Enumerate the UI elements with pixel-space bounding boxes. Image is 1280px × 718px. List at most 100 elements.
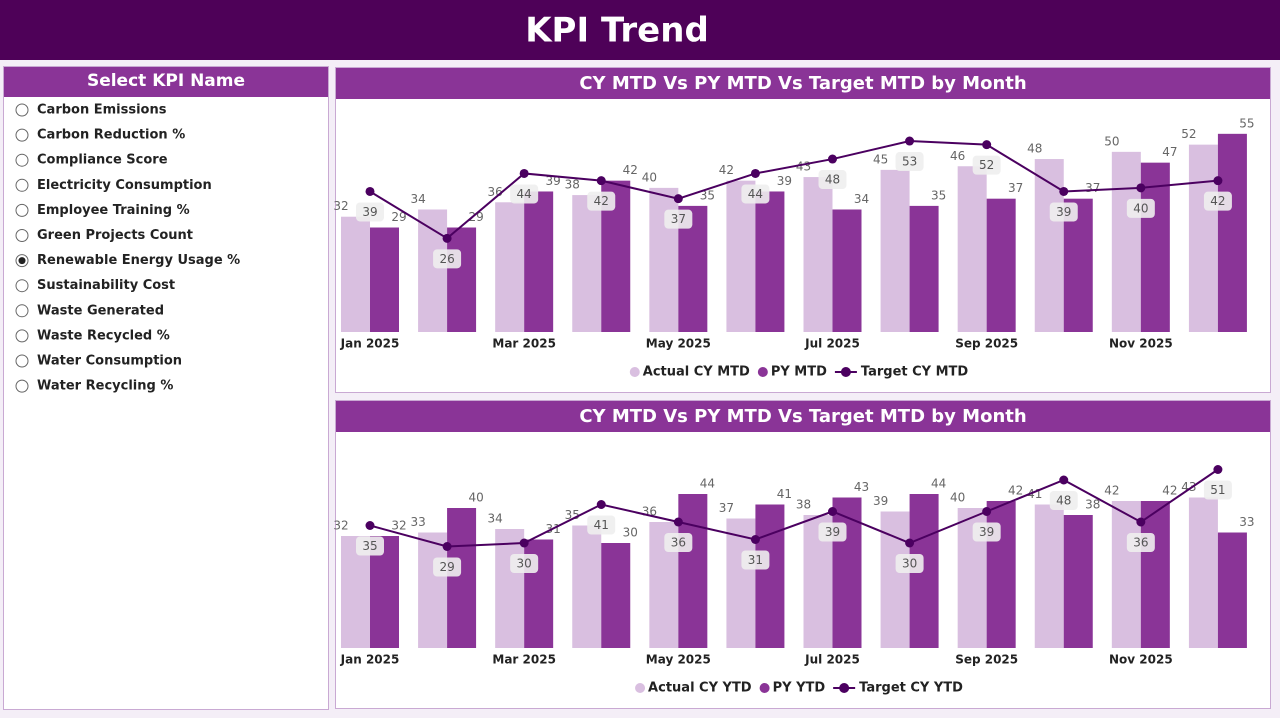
option-label[interactable]: Carbon Reduction %: [37, 128, 185, 143]
option-label[interactable]: Compliance Score: [37, 153, 168, 168]
label-box: [664, 533, 693, 552]
value-label: 39: [1056, 205, 1071, 219]
bar: [1140, 162, 1170, 332]
radio-button[interactable]: [15, 304, 29, 318]
option-label[interactable]: Renewable Energy Usage %: [37, 253, 240, 268]
header-bar: [0, 0, 1280, 60]
legend-label[interactable]: Actual CY MTD: [643, 365, 750, 380]
legend-entry[interactable]: Target CY MTD: [834, 365, 969, 380]
bar: [832, 209, 862, 332]
line-point: [673, 194, 683, 204]
line-point: [750, 535, 760, 544]
radio-button[interactable]: [15, 229, 29, 242]
slicer-option[interactable]: Electricity Consumption: [15, 178, 212, 193]
legend-label[interactable]: PY YTD: [773, 681, 826, 696]
value-label: 38: [796, 498, 811, 512]
option-label[interactable]: Water Recycling %: [37, 379, 173, 394]
bar: [1140, 501, 1170, 648]
slicer-option[interactable]: Waste Recycled %: [15, 328, 170, 343]
value-label: 39: [825, 525, 840, 539]
slicer-option[interactable]: Water Consumption: [15, 354, 182, 369]
slicer-header: [4, 67, 328, 97]
line-point: [1213, 465, 1223, 474]
bar: [755, 191, 785, 332]
legend-label[interactable]: Actual CY YTD: [648, 681, 752, 696]
option-label[interactable]: Green Projects Count: [37, 228, 193, 243]
value-label: 34: [854, 192, 869, 206]
slicer-option[interactable]: Sustainability Cost: [15, 278, 175, 293]
value-label: 38: [565, 178, 580, 192]
x-tick-label: Mar 2025: [492, 337, 556, 351]
bar: [495, 529, 525, 648]
value-label: 32: [391, 519, 406, 533]
line-point: [905, 136, 915, 146]
option-label[interactable]: Carbon Emissions: [37, 103, 167, 118]
radio-button[interactable]: [15, 178, 29, 192]
value-label: 41: [777, 487, 792, 501]
legend-entry[interactable]: Target CY YTD: [833, 681, 963, 696]
bar: [524, 191, 554, 332]
value-label: 48: [825, 173, 840, 187]
x-tick-label: May 2025: [646, 337, 711, 351]
value-label: 26: [439, 252, 454, 266]
value-label: 44: [931, 477, 946, 491]
line-point: [365, 186, 375, 196]
value-label: 38: [1085, 498, 1100, 512]
slicer-option[interactable]: Green Projects Count: [15, 228, 193, 243]
x-tick-label: Sep 2025: [955, 653, 1018, 667]
line-point: [519, 538, 529, 548]
bar: [832, 497, 862, 648]
chart-header: [336, 68, 1270, 99]
legend-label[interactable]: PY MTD: [771, 365, 827, 380]
line: [369, 468, 1219, 548]
value-label: 36: [671, 536, 686, 550]
label-box: [1203, 191, 1232, 211]
bar: [1111, 151, 1141, 332]
line-point: [1136, 183, 1146, 193]
legend-label[interactable]: Target CY YTD: [859, 681, 963, 696]
legend-entry[interactable]: Actual CY MTD: [629, 365, 750, 380]
option-label[interactable]: Sustainability Cost: [37, 278, 175, 293]
radio-button[interactable]: [15, 354, 29, 368]
slicer-option[interactable]: Waste Generated: [15, 303, 164, 318]
value-label: 30: [623, 526, 638, 540]
value-label: 44: [748, 187, 763, 201]
legend-entry[interactable]: Actual CY YTD: [635, 681, 752, 696]
slicer-option[interactable]: Renewable Energy Usage %: [15, 253, 240, 268]
line-point: [982, 507, 992, 516]
slicer-option[interactable]: Compliance Score: [15, 153, 168, 168]
label-box: [510, 184, 539, 204]
radio-button[interactable]: [15, 103, 29, 117]
value-label: 40: [642, 170, 657, 184]
slicer-option[interactable]: Carbon Emissions: [15, 103, 167, 118]
value-label: 46: [950, 149, 965, 163]
line-point: [442, 542, 452, 551]
label-box: [1126, 533, 1155, 552]
legend-entry[interactable]: PY YTD: [759, 681, 826, 696]
slicer-option[interactable]: Carbon Reduction %: [15, 128, 185, 143]
option-label[interactable]: Water Consumption: [37, 354, 182, 369]
slicer-option[interactable]: Employee Training %: [15, 203, 190, 218]
option-label[interactable]: Electricity Consumption: [37, 178, 212, 193]
radio-button[interactable]: [15, 153, 29, 167]
radio-button[interactable]: [15, 379, 29, 393]
label-box: [1049, 202, 1078, 222]
x-tick-label: Jul 2025: [804, 653, 860, 667]
bar: [341, 216, 370, 332]
value-label: 51: [1210, 483, 1225, 497]
option-label[interactable]: Waste Generated: [37, 303, 164, 318]
radio-button[interactable]: [15, 329, 29, 343]
value-label: 40: [950, 491, 965, 505]
option-label[interactable]: Waste Recycled %: [37, 328, 170, 343]
legend-entry[interactable]: PY MTD: [757, 365, 827, 380]
bar: [601, 543, 631, 648]
option-label[interactable]: Employee Training %: [37, 203, 190, 218]
radio-button[interactable]: [15, 128, 29, 142]
slicer-option[interactable]: Water Recycling %: [15, 379, 173, 394]
value-label: 37: [719, 501, 734, 515]
value-label: 30: [517, 557, 532, 571]
radio-button[interactable]: [15, 203, 29, 217]
radio-button[interactable]: [15, 279, 29, 293]
legend-label[interactable]: Target CY MTD: [861, 365, 969, 380]
